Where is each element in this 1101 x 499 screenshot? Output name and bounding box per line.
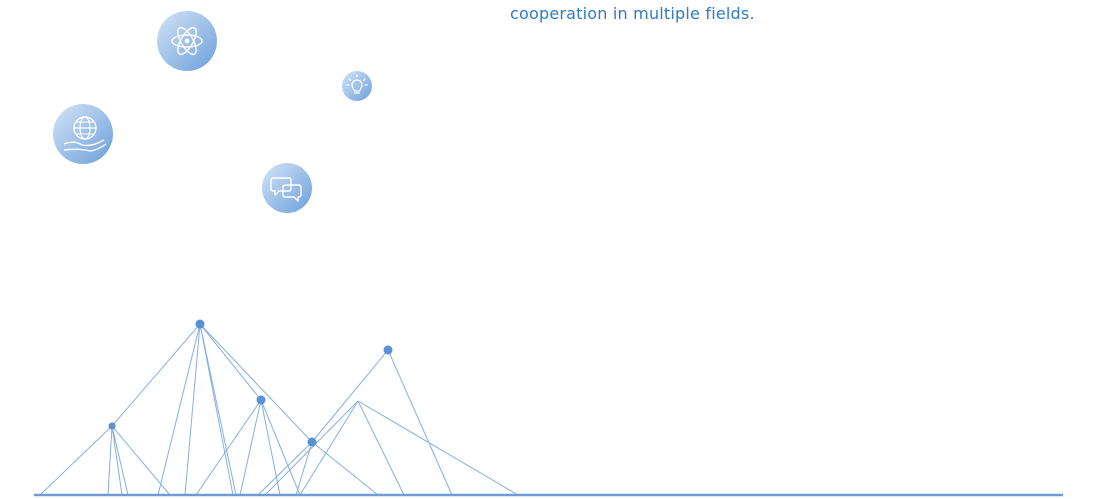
chat-bubbles-icon [262,163,312,213]
network-node [383,345,393,355]
lightbulb-icon [342,71,372,101]
network-lines [39,323,519,496]
network-node [307,437,317,447]
caption-text: cooperation in multiple fields. [510,4,755,23]
network-nodes [108,319,393,447]
icon-stems [82,68,358,415]
network-node [256,395,266,405]
atom-icon [157,11,217,71]
network-node [108,422,116,430]
globe-hand-icon [53,104,113,164]
network-node [195,319,205,329]
